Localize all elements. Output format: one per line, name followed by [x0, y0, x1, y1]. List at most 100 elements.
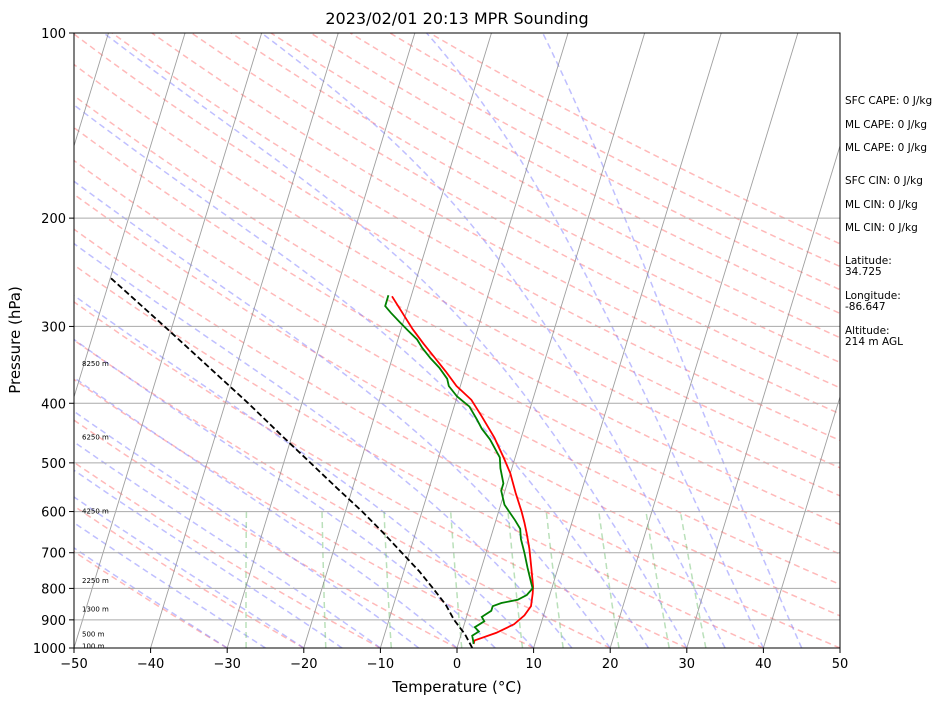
altitude-label: Altitude: [845, 325, 890, 337]
dry-adiabat [74, 228, 840, 648]
sounding-series [109, 277, 535, 648]
height-label: 500 m [82, 630, 105, 638]
isotherm [686, 144, 840, 648]
dry-adiabat [74, 301, 688, 648]
isotherm [456, 33, 646, 648]
x-tick-label: 50 [832, 657, 849, 672]
plot-frame [73, 32, 841, 649]
x-axis-ticks: −50 −40 −30 −20 −10 0 10 20 30 40 50 [60, 648, 848, 672]
isotherm [609, 33, 799, 648]
y-tick-label: 100 [41, 27, 66, 42]
dewpoint-profile [384, 295, 534, 645]
moist-adiabat [74, 104, 650, 648]
sounding-parameters: SFC CAPE: 0 J/kg ML CAPE: 0 J/kg ML CAPE… [845, 95, 932, 348]
y-tick-label: 400 [41, 397, 66, 412]
moist-adiabat [426, 33, 765, 648]
y-axis-ticks: 100 200 300 400 500 600 700 800 900 1000 [33, 27, 74, 657]
dry-adiabat [74, 550, 228, 648]
isotherm [74, 33, 186, 399]
x-tick-label: −10 [367, 657, 394, 672]
dry-adiabat [230, 33, 840, 364]
ml-cin: ML CIN: 0 J/kg [845, 199, 918, 211]
y-tick-label: 700 [41, 547, 66, 562]
dry-adiabat [74, 159, 840, 586]
temperature-profile [391, 295, 535, 645]
longitude-value: -86.647 [845, 301, 886, 313]
dry-adiabat [310, 33, 840, 315]
x-tick-label: −50 [60, 657, 87, 672]
y-tick-label: 500 [41, 457, 66, 472]
ml-cape: ML CAPE: 0 J/kg [845, 119, 927, 131]
height-labels: 100 m 500 m 1300 m 2250 m 4250 m 6250 m 8250 m [82, 360, 109, 651]
x-tick-label: −30 [213, 657, 240, 672]
dry-adiabat [191, 33, 840, 389]
isotherm [226, 33, 416, 648]
mixing-ratio-line [645, 511, 670, 648]
dry-adiabat [74, 378, 534, 648]
x-tick-label: 30 [679, 657, 696, 672]
height-label: 8250 m [82, 360, 109, 368]
dry-adiabat [74, 264, 764, 648]
y-axis-title: Pressure (hPa) [6, 286, 24, 394]
latitude-label: Latitude: [845, 255, 892, 267]
moist-adiabat [74, 376, 458, 648]
moist-adiabat [74, 242, 573, 648]
dry-adiabat [74, 339, 611, 648]
moist-adiabat [542, 33, 803, 648]
dry-adiabat [74, 461, 381, 648]
y-tick-label: 600 [41, 506, 66, 521]
isotherm [74, 33, 109, 148]
isotherm [379, 33, 569, 648]
y-tick-label: 200 [41, 212, 66, 227]
moist-adiabat [103, 33, 688, 648]
x-tick-label: 20 [602, 657, 619, 672]
sfc-cin: SFC CIN: 0 J/kg [845, 175, 923, 187]
dry-adiabat [74, 419, 458, 648]
altitude-value: 214 m AGL [845, 336, 903, 348]
y-tick-label: 800 [41, 582, 66, 597]
moist-adiabat [74, 521, 266, 648]
dry-adiabat [270, 33, 840, 339]
moist-adiabat [74, 441, 381, 648]
x-tick-label: −40 [137, 657, 164, 672]
height-label: 1300 m [82, 605, 109, 613]
height-label: 6250 m [82, 434, 109, 442]
isotherm [762, 395, 840, 648]
ml-cin-2: ML CIN: 0 J/kg [845, 222, 918, 234]
chart-title: 2023/02/01 20:13 MPR Sounding [325, 9, 588, 28]
dry-adiabat [74, 33, 840, 469]
longitude-label: Longitude: [845, 290, 901, 302]
dry-adiabat [74, 94, 840, 526]
moist-adiabat [74, 338, 496, 648]
sfc-cape: SFC CAPE: 0 J/kg [845, 95, 932, 107]
x-tick-label: 10 [525, 657, 542, 672]
dry-adiabat [74, 193, 840, 617]
dry-adiabat [74, 63, 840, 497]
moist-adiabat [74, 546, 228, 648]
y-tick-label: 300 [41, 320, 66, 335]
isotherm [303, 33, 492, 648]
y-tick-label: 900 [41, 614, 66, 629]
isotherm [533, 33, 722, 648]
moist-adiabat [74, 410, 420, 648]
ml-cape-2: ML CAPE: 0 J/kg [845, 142, 927, 154]
isotherm [74, 33, 263, 648]
y-tick-label: 1000 [33, 642, 66, 657]
height-label: 100 m [82, 643, 105, 651]
dry-adiabat [151, 33, 840, 415]
x-tick-label: 0 [453, 657, 461, 672]
x-tick-label: 40 [755, 657, 772, 672]
height-label: 4250 m [82, 508, 109, 516]
dry-adiabat [111, 33, 840, 442]
isotherm [150, 33, 339, 648]
background-lines [74, 33, 840, 648]
x-tick-label: −20 [290, 657, 317, 672]
pressure-gridlines [74, 33, 840, 648]
height-label: 2250 m [82, 577, 109, 585]
latitude-value: 34.725 [845, 266, 882, 278]
moist-adiabat [74, 180, 611, 648]
x-axis-title: Temperature (°C) [391, 678, 521, 696]
moist-adiabat [261, 33, 726, 648]
dry-adiabat [74, 126, 840, 555]
